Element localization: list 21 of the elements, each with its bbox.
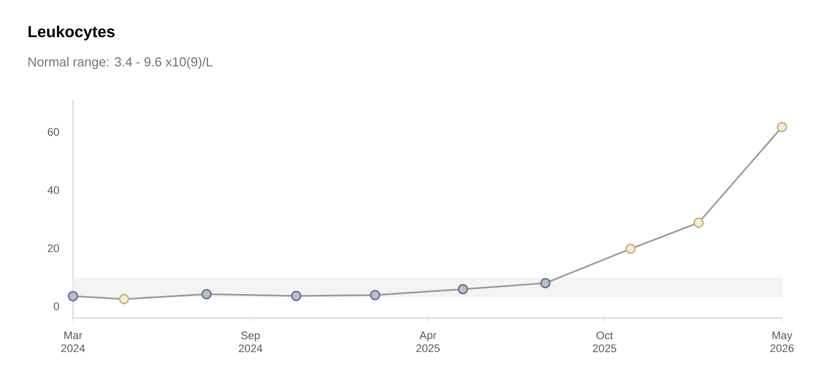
point: [625, 244, 636, 254]
point: [201, 288, 212, 300]
point: [118, 294, 130, 304]
y-tick-label: 60: [48, 128, 60, 136]
x-tick-label: May 2026: [770, 332, 794, 352]
y-tick-label: 0: [54, 302, 60, 310]
point: [540, 278, 551, 288]
x-tick-label: Apr 2025: [416, 332, 440, 352]
x-tick-label: Mar 2024: [61, 332, 85, 352]
point: [693, 217, 704, 228]
point: [458, 284, 468, 294]
x-tick-label: Oct 2025: [592, 332, 616, 352]
chart-title: Leukocytes: [28, 26, 115, 40]
x-tick-label: Sep 2024: [238, 332, 262, 352]
point: [68, 291, 78, 302]
y-tick-label: 20: [48, 244, 60, 252]
point: [370, 290, 380, 300]
y-tick-label: 40: [48, 186, 60, 194]
point: [776, 122, 788, 132]
point: [291, 290, 302, 302]
chart-subtitle: Normal range: 3.4 - 9.6 x10(9)/L: [28, 56, 213, 70]
